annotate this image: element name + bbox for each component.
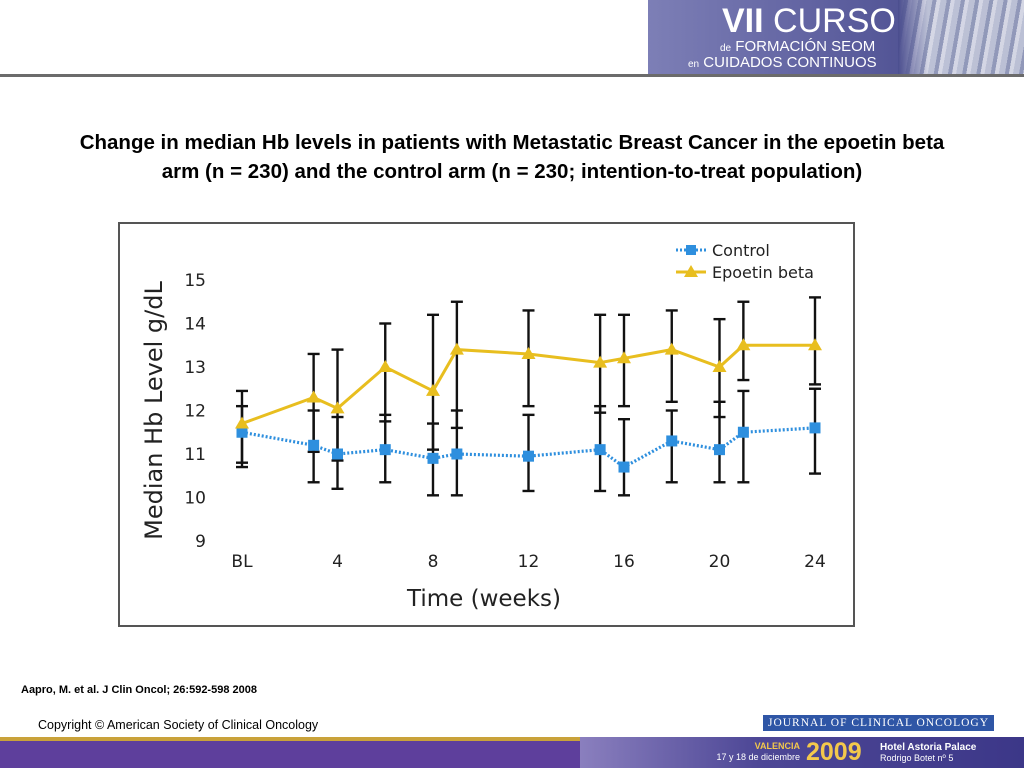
course-banner: VII CURSO de FORMACIÓN SEOM en CUIDADOS …	[648, 0, 1024, 74]
data-point-epoetin-beta	[426, 383, 440, 396]
data-point-epoetin-beta	[664, 342, 679, 355]
event-dates: VALENCIA 17 y 18 de diciembre	[704, 741, 800, 763]
banner-roman-numeral: VII	[722, 2, 764, 40]
journal-logo: JOURNAL OF CLINICAL ONCOLOGY	[763, 715, 994, 731]
y-tick-label: 10	[184, 489, 206, 509]
x-tick-label: 4	[332, 552, 343, 572]
legend-marker-square	[686, 245, 696, 255]
slide-title-line-2: arm (n = 230) and the control arm (n = 2…	[161, 160, 863, 183]
banner-line-2: de FORMACIÓN SEOM	[720, 38, 875, 55]
y-tick-label: 13	[184, 358, 206, 378]
data-point-epoetin-beta	[593, 355, 608, 368]
banner-line-2-main: FORMACIÓN SEOM	[735, 38, 876, 55]
data-point-epoetin-beta	[521, 346, 536, 359]
hb-level-chart: 9 10 11 12 13 14 15 BL 4 8 12 16 20 24 Median Hb Level…	[140, 241, 826, 612]
banner-line-3-main: CUIDADOS CONTINUOS	[703, 54, 877, 71]
citation: Aapro, M. et al. J Clin Oncol; 26:592-59…	[21, 684, 257, 696]
y-tick-label: 15	[184, 271, 206, 291]
building-photo	[898, 0, 1024, 74]
data-point-control	[332, 448, 343, 460]
banner-title-word: CURSO	[773, 2, 896, 40]
data-point-epoetin-beta	[235, 416, 249, 429]
data-point-epoetin-beta	[378, 360, 393, 372]
data-point-control	[714, 444, 725, 456]
data-point-control	[379, 444, 391, 456]
footer-stripe	[0, 737, 580, 741]
x-tick-label: BL	[231, 552, 253, 572]
banner-title: VII CURSO	[722, 2, 896, 41]
y-tick-label: 9	[195, 532, 206, 552]
top-divider	[0, 74, 1024, 77]
data-point-control	[308, 439, 320, 451]
x-tick-label: 20	[709, 552, 731, 572]
x-tick-label: 8	[428, 552, 439, 572]
y-tick-label: 12	[184, 402, 206, 422]
legend-label: Control	[712, 241, 770, 260]
y-tick-label: 14	[184, 315, 206, 335]
legend-label: Epoetin beta	[712, 263, 814, 282]
data-point-control	[451, 448, 463, 460]
data-point-control	[427, 452, 439, 464]
venue-name: Hotel Astoria Palace	[880, 742, 977, 753]
x-tick-label: 24	[804, 552, 826, 572]
y-axis-title: Median Hb Level g/dL	[140, 281, 168, 540]
data-point-control	[618, 461, 630, 473]
event-venue: Hotel Astoria Palace Rodrigo Botet nº 5	[880, 742, 977, 764]
y-tick-label: 11	[184, 445, 206, 465]
footer-event-panel	[580, 737, 1024, 768]
slide-title: Change in median Hb levels in patients w…	[10, 128, 1014, 186]
data-point-epoetin-beta	[449, 342, 464, 355]
footer-bar: VALENCIA 17 y 18 de diciembre 2009 Hotel…	[0, 737, 1024, 768]
slide-title-line-1: Change in median Hb levels in patients w…	[79, 131, 945, 154]
event-city: VALENCIA	[754, 741, 800, 751]
data-point-epoetin-beta	[712, 360, 727, 372]
venue-address: Rodrigo Botet nº 5	[880, 753, 954, 763]
banner-line-3: en CUIDADOS CONTINUOS	[688, 54, 877, 71]
data-point-control	[737, 426, 749, 438]
data-point-control	[236, 426, 248, 438]
data-point-epoetin-beta	[306, 390, 321, 403]
banner-line-3-prefix: en	[688, 59, 700, 70]
banner-line-2-prefix: de	[720, 43, 732, 54]
data-point-epoetin-beta	[736, 338, 751, 351]
data-point-control	[666, 435, 678, 447]
data-point-control	[809, 422, 821, 434]
x-axis-title: Time (weeks)	[406, 586, 561, 612]
data-point-epoetin-beta	[330, 401, 345, 414]
event-date-text: 17 y 18 de diciembre	[716, 752, 800, 762]
legend-marker-triangle	[684, 265, 698, 277]
data-point-epoetin-beta	[808, 338, 822, 351]
event-year: 2009	[806, 738, 862, 766]
x-tick-label: 12	[518, 552, 540, 572]
data-point-epoetin-beta	[617, 351, 631, 364]
x-tick-label: 16	[613, 552, 635, 572]
data-point-control	[594, 444, 606, 456]
data-point-control	[523, 450, 534, 462]
copyright-notice: Copyright © American Society of Clinical…	[38, 718, 319, 732]
